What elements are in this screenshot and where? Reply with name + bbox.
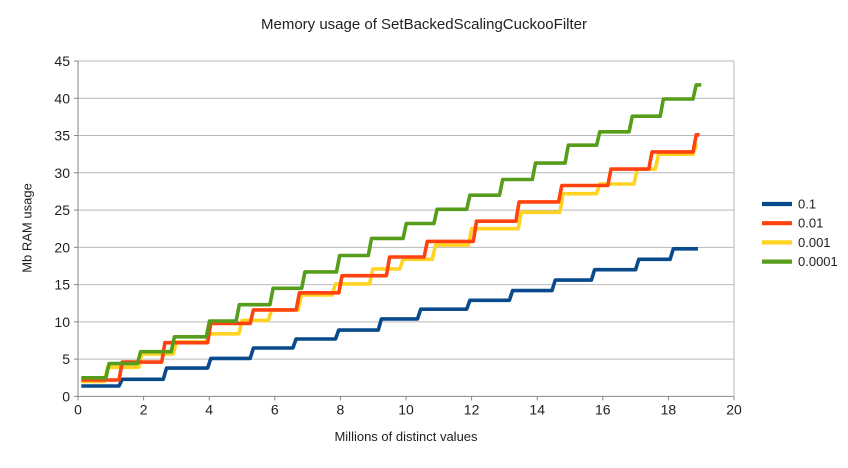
tick-marks <box>74 60 735 401</box>
series-lines <box>81 83 702 388</box>
y-axis-title-text: Mb RAM usage <box>19 183 35 273</box>
tick-labels: 0 5 10 15 20 25 30 35 40 45 0 2 4 6 8 10 12 14 16 18 20 <box>54 53 742 417</box>
x-tick-label-14: 14 <box>529 401 545 417</box>
chart-title: Memory usage of SetBackedScalingCuckooFi… <box>261 16 587 33</box>
x-tick-label-0: 0 <box>74 401 82 417</box>
legend-label-0.01: 0.01 <box>798 216 823 231</box>
x-tick-label-2: 2 <box>140 401 148 417</box>
y-tick-label-20: 20 <box>54 239 70 255</box>
x-tick-label-20: 20 <box>726 401 742 417</box>
gridlines <box>78 60 734 360</box>
x-axis-title: Millions of distinct values <box>334 429 478 444</box>
x-tick-label-6: 6 <box>271 401 279 417</box>
y-tick-label-15: 15 <box>54 277 70 293</box>
y-tick-label-10: 10 <box>54 314 70 330</box>
x-tick-label-12: 12 <box>464 401 480 417</box>
legend-label-0.1: 0.1 <box>798 197 816 212</box>
x-tick-label-18: 18 <box>661 401 677 417</box>
x-tick-label-4: 4 <box>205 401 213 417</box>
legend-label-0.0001: 0.0001 <box>798 254 838 269</box>
x-tick-label-16: 16 <box>595 401 611 417</box>
series-line-0.0001 <box>81 83 702 380</box>
y-tick-label-35: 35 <box>54 128 70 144</box>
legend: 0.1 0.01 0.001 0.0001 <box>762 197 838 269</box>
y-tick-label-45: 45 <box>54 53 70 69</box>
y-tick-label-0: 0 <box>62 388 70 404</box>
series-line-0.01 <box>81 133 700 382</box>
y-tick-label-5: 5 <box>62 351 70 367</box>
x-tick-label-10: 10 <box>398 401 414 417</box>
legend-label-0.001: 0.001 <box>798 235 831 250</box>
series-line-0.1 <box>81 247 698 388</box>
y-tick-label-25: 25 <box>54 202 70 218</box>
y-tick-label-40: 40 <box>54 90 70 106</box>
y-tick-label-30: 30 <box>54 165 70 181</box>
x-tick-label-8: 8 <box>337 401 345 417</box>
